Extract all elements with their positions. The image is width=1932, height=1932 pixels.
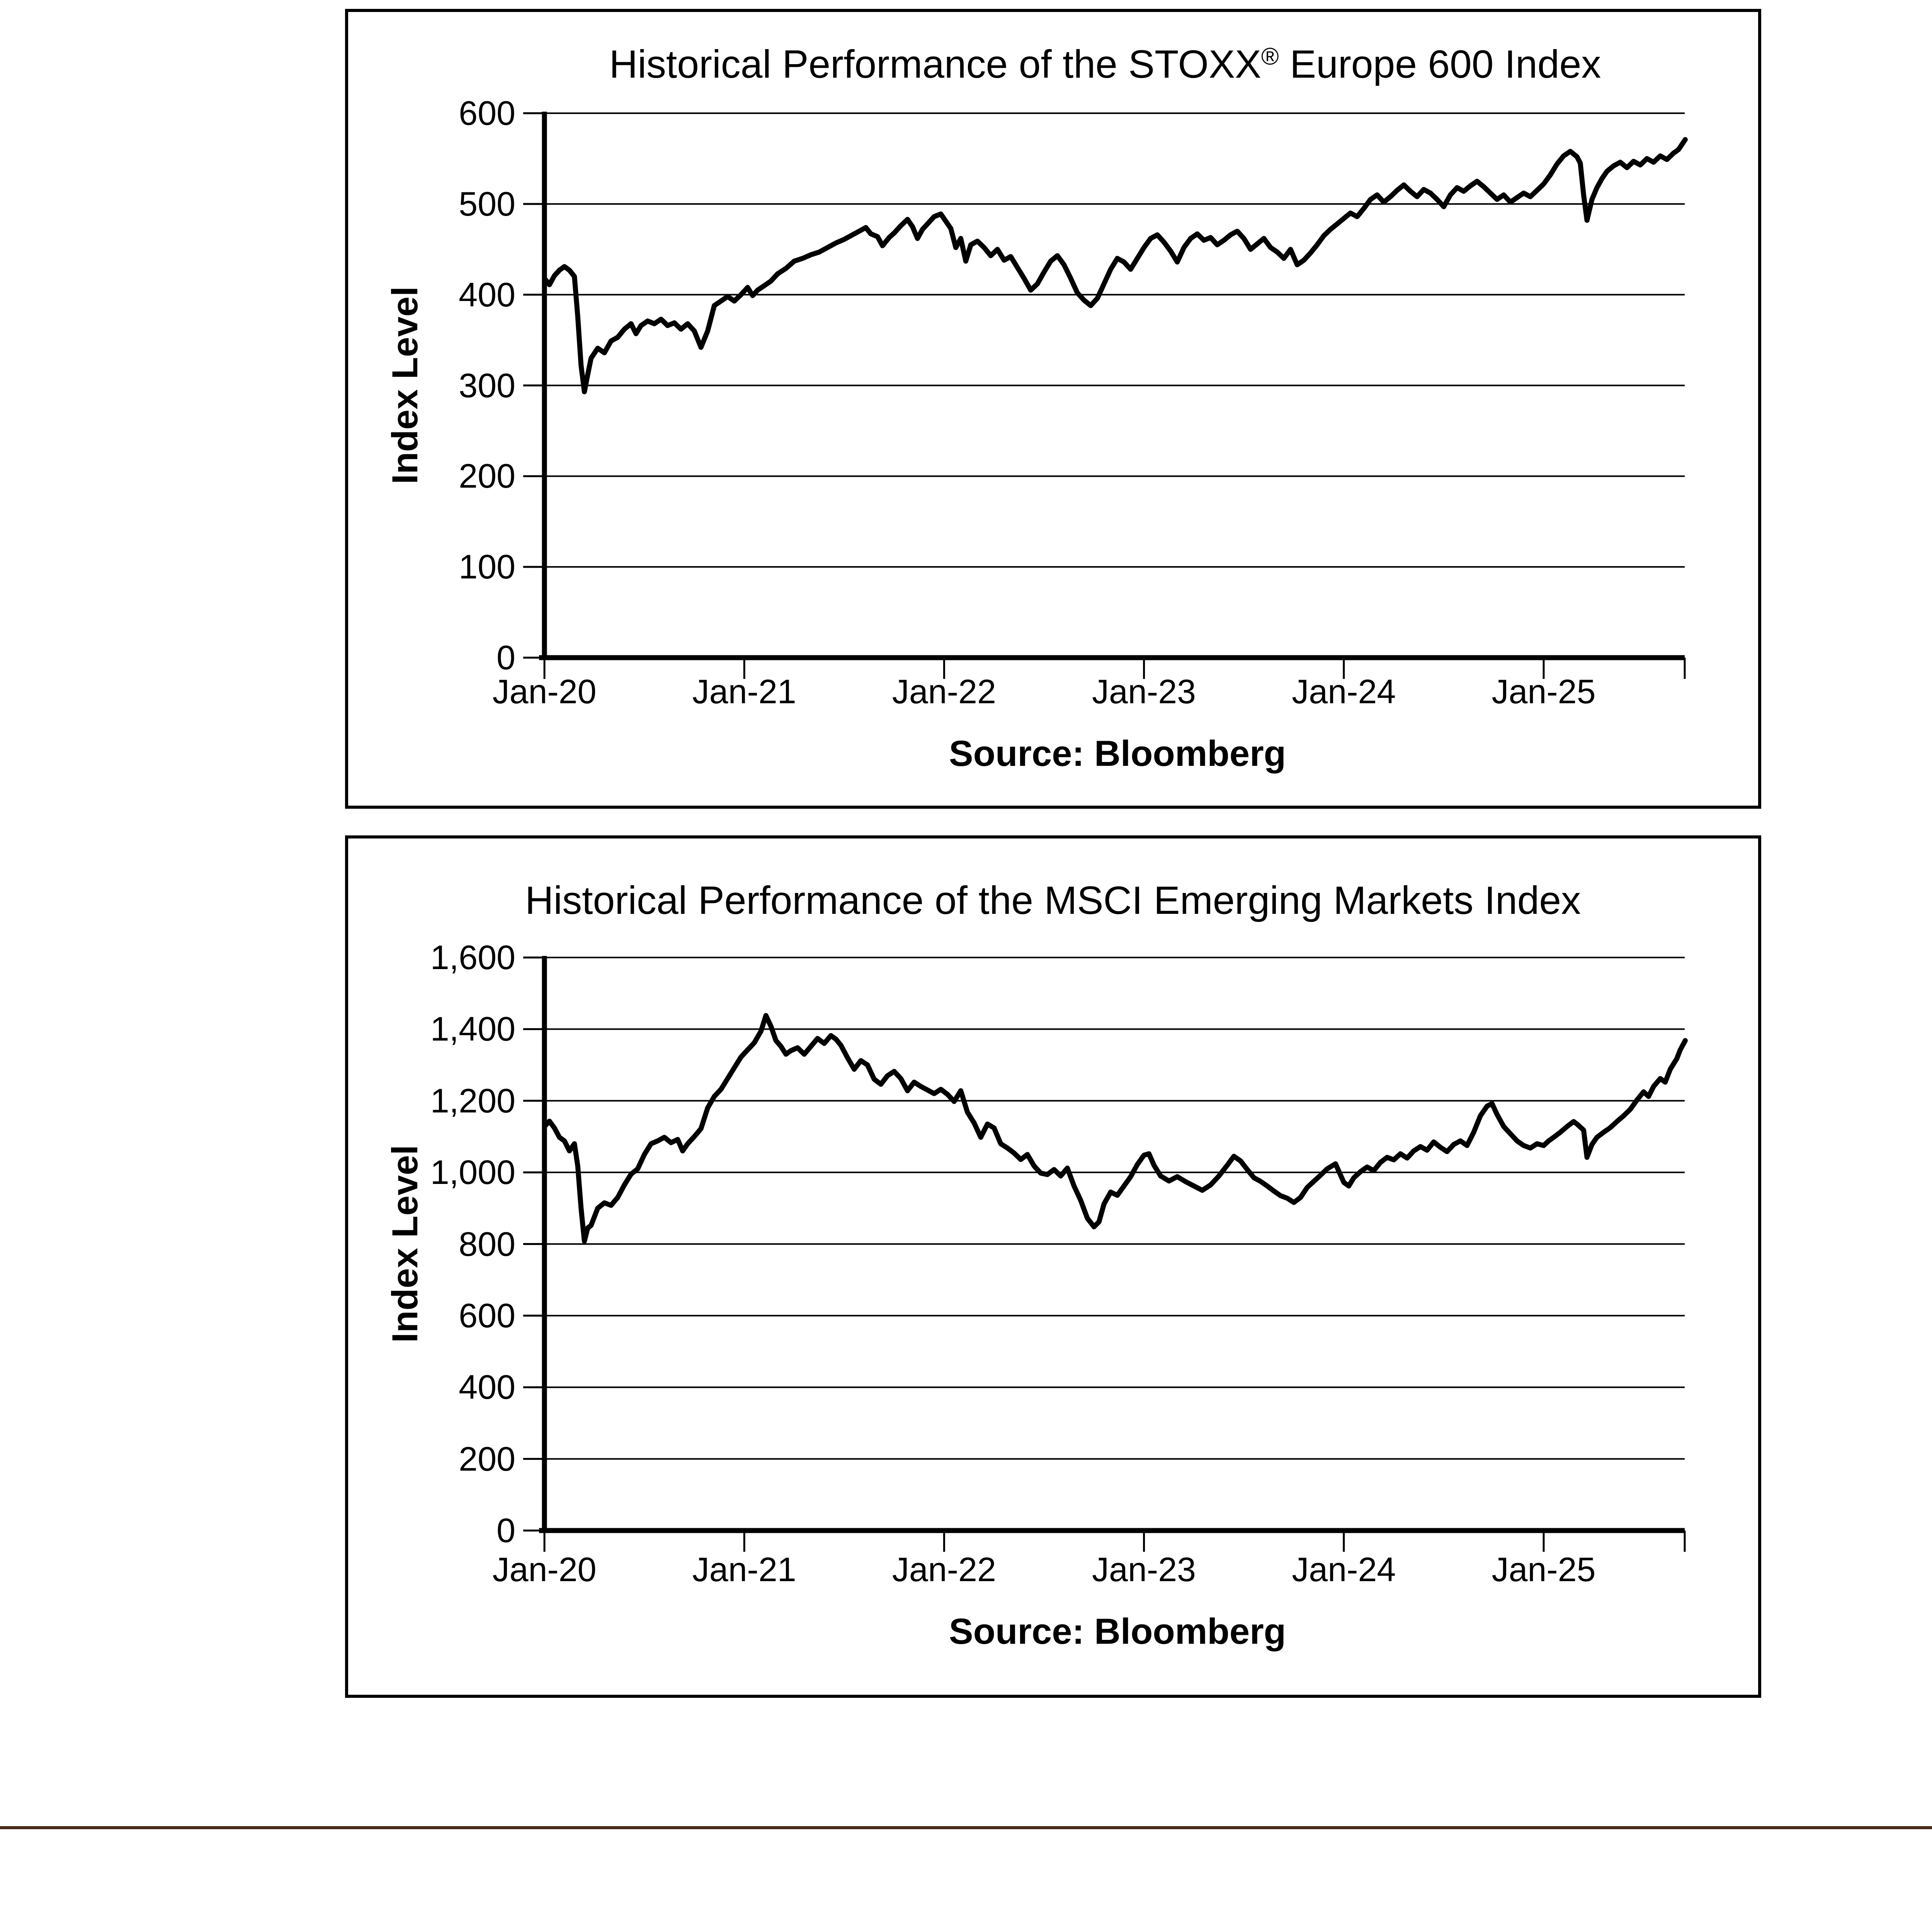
stoxx-europe-600-x-tick-label: Jan-25	[1492, 672, 1596, 711]
msci-source-caption: Source: Bloomberg	[949, 1611, 1286, 1651]
msci-emerging-markets-y-tick-label: 600	[459, 1296, 515, 1335]
msci-emerging-markets-y-tick-label: 1,600	[430, 938, 515, 976]
registered-trademark-symbol: ®	[1261, 43, 1279, 70]
upper-horizontal-rule	[0, 1826, 1932, 1829]
msci-chart-title-text: Historical Performance of the MSCI Emerg…	[525, 878, 1581, 922]
stoxx-europe-600-y-tick-label: 300	[459, 366, 515, 405]
msci-emerging-markets-y-tick-label: 1,200	[430, 1081, 515, 1120]
msci-emerging-markets-y-tick-label: 1,400	[430, 1010, 515, 1048]
stoxx-europe-600-x-tick-label: Jan-21	[692, 672, 796, 711]
msci-emerging-markets-y-tick-label: 200	[459, 1439, 515, 1478]
msci-chart-panel	[345, 835, 1761, 1698]
stoxx-chart-title: Historical Performance of the STOXX® Eur…	[410, 34, 1801, 87]
msci-emerging-markets-y-tick-label: 800	[459, 1225, 515, 1263]
stoxx-chart-title-text: Historical Performance of the STOXX	[609, 42, 1262, 86]
msci-emerging-markets-y-tick-label: 0	[497, 1511, 515, 1549]
stoxx-europe-600-y-tick-label: 600	[459, 94, 515, 132]
stoxx-europe-600-y-tick-label: 500	[459, 184, 515, 223]
msci-emerging-markets-x-tick-label: Jan-24	[1292, 1550, 1396, 1588]
stoxx-source-caption: Source: Bloomberg	[949, 733, 1286, 774]
stoxx-europe-600-y-tick-label: 100	[459, 548, 515, 586]
stoxx-europe-600-x-tick-label: Jan-23	[1092, 672, 1196, 711]
msci-chart-title: Historical Performance of the MSCI Emerg…	[357, 870, 1748, 923]
msci-emerging-markets-x-tick-label: Jan-25	[1492, 1550, 1596, 1588]
msci-emerging-markets-y-tick-label: 1,000	[430, 1153, 515, 1192]
msci-emerging-markets-x-tick-label: Jan-20	[492, 1550, 597, 1588]
msci-emerging-markets-x-tick-label: Jan-23	[1092, 1550, 1196, 1588]
stoxx-europe-600-x-tick-label: Jan-22	[892, 672, 996, 711]
msci-emerging-markets-y-tick-label: 400	[459, 1368, 515, 1406]
stoxx-europe-600-x-tick-label: Jan-20	[492, 672, 597, 711]
stoxx-europe-600-y-tick-label: 0	[497, 638, 515, 677]
msci-emerging-markets-x-tick-label: Jan-21	[692, 1550, 796, 1588]
msci-emerging-markets-x-tick-label: Jan-22	[892, 1550, 996, 1588]
stoxx-chart-title-suffix: Europe 600 Index	[1279, 42, 1601, 86]
stoxx-chart-panel	[345, 9, 1761, 809]
msci-emerging-markets-line	[542, 1013, 1688, 1244]
stoxx-europe-600-y-tick-label: 200	[459, 457, 515, 495]
stoxx-europe-600-x-tick-label: Jan-24	[1292, 672, 1396, 711]
stoxx-europe-600-y-tick-label: 400	[459, 275, 515, 314]
stoxx-europe-600-line	[542, 137, 1688, 395]
